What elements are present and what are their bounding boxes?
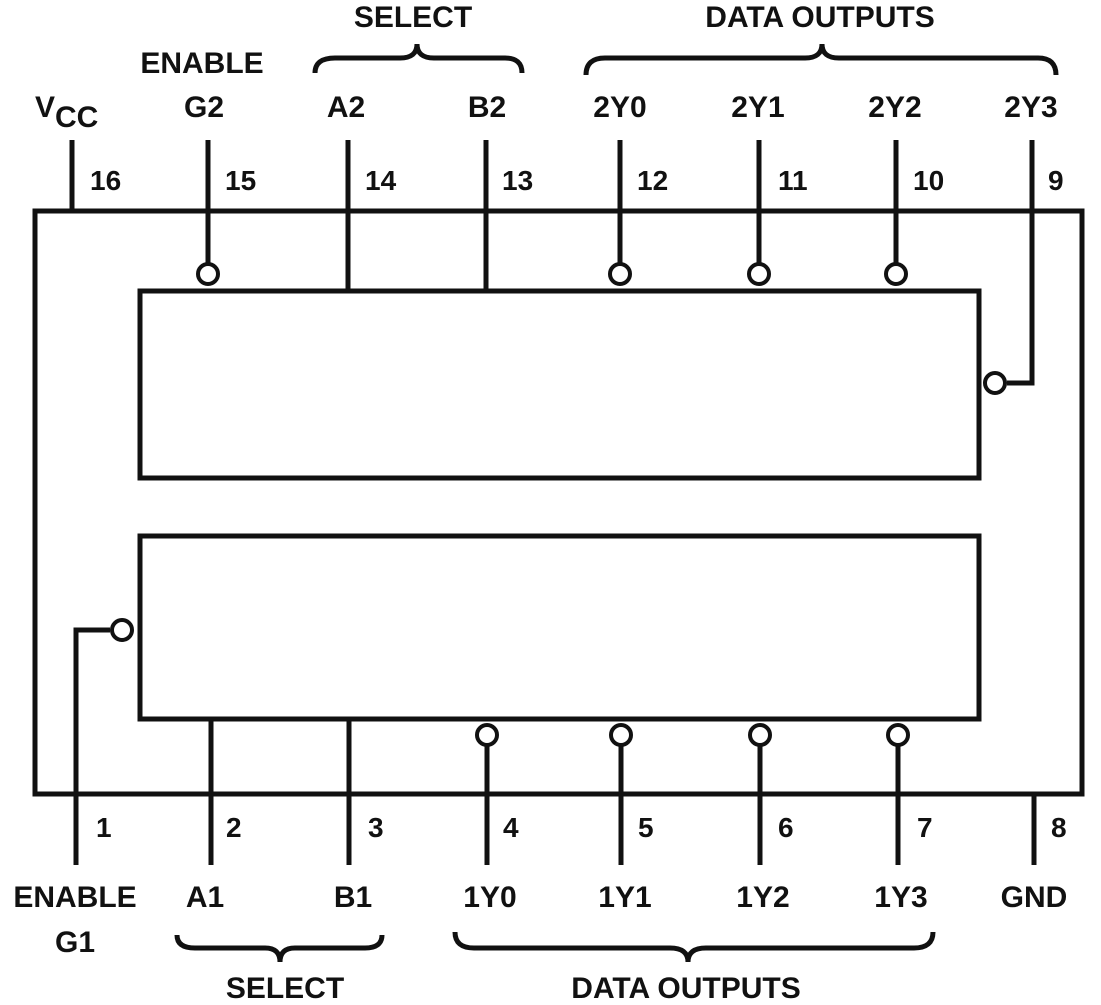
pin-16-number: 16 [90,165,121,196]
pin-8-number: 8 [1051,812,1067,843]
bottom-outputs-brace [452,931,936,963]
pin-13-number: 13 [502,165,533,196]
pin-10-number: 10 [913,165,944,196]
package-outline [32,208,1085,797]
pin-9-lead [1007,140,1035,386]
pin-10-label: 2Y2 [868,91,921,124]
top-outputs-brace [583,43,1059,76]
pin-1-label: ENABLE [13,881,136,914]
pin-12-inversion-bubble [608,262,632,286]
pin-2-label: A1 [186,881,224,914]
pin-11-inversion-bubble [747,262,771,286]
pin-3-number: 3 [368,812,384,843]
bottom-outputs-caption: DATA OUTPUTS [571,972,800,1005]
top-select-caption: SELECT [354,1,472,34]
top-select-brace [312,43,525,74]
pin-6-inversion-bubble [748,723,772,747]
pin-3-label: B1 [334,881,372,914]
pin-8-label: GND [1001,881,1068,914]
pin-5-inversion-bubble [609,723,633,747]
top-enable-caption: ENABLE [140,47,263,80]
pin-4-inversion-bubble [475,723,499,747]
pin-1-label-line2: G1 [55,926,95,959]
pin-4-number: 4 [503,812,519,843]
pin-12-number: 12 [637,165,668,196]
pin-2-number: 2 [226,812,242,843]
pin-12-label: 2Y0 [593,91,646,124]
pin-14-label: A2 [327,91,365,124]
pin-15-label: G2 [184,91,224,124]
pin-9-label: 2Y3 [1004,91,1057,124]
pin-11-number: 11 [778,165,808,196]
top-outputs-caption: DATA OUTPUTS [705,1,934,34]
pin-6-label: 1Y2 [736,881,789,914]
pin-9-number: 9 [1048,165,1064,196]
pin-13-label: B2 [468,91,506,124]
bottom-select-brace [174,934,385,963]
pin-5-label: 1Y1 [598,881,651,914]
pin-14-number: 14 [365,165,397,196]
pin-6-number: 6 [778,812,794,843]
pin-15-number: 15 [225,165,256,196]
decoder-2-block [137,288,982,481]
pin-7-label: 1Y3 [874,881,927,914]
pin-7-inversion-bubble [886,723,910,747]
pin-4-label: 1Y0 [463,881,516,914]
pin-5-number: 5 [638,812,654,843]
pin-7-number: 7 [917,812,933,843]
decoder-1-block [137,533,982,722]
pin-11-label: 2Y1 [731,91,784,124]
bottom-select-caption: SELECT [226,972,344,1005]
pin-16-label: VCC [35,91,98,134]
pin-1-lead [73,627,110,865]
pin-10-inversion-bubble [884,262,908,286]
pin-1-number: 1 [96,812,112,843]
pin-9-inversion-bubble [983,371,1007,395]
pin-15-inversion-bubble [196,262,220,286]
pin-1-inversion-bubble [110,618,134,642]
